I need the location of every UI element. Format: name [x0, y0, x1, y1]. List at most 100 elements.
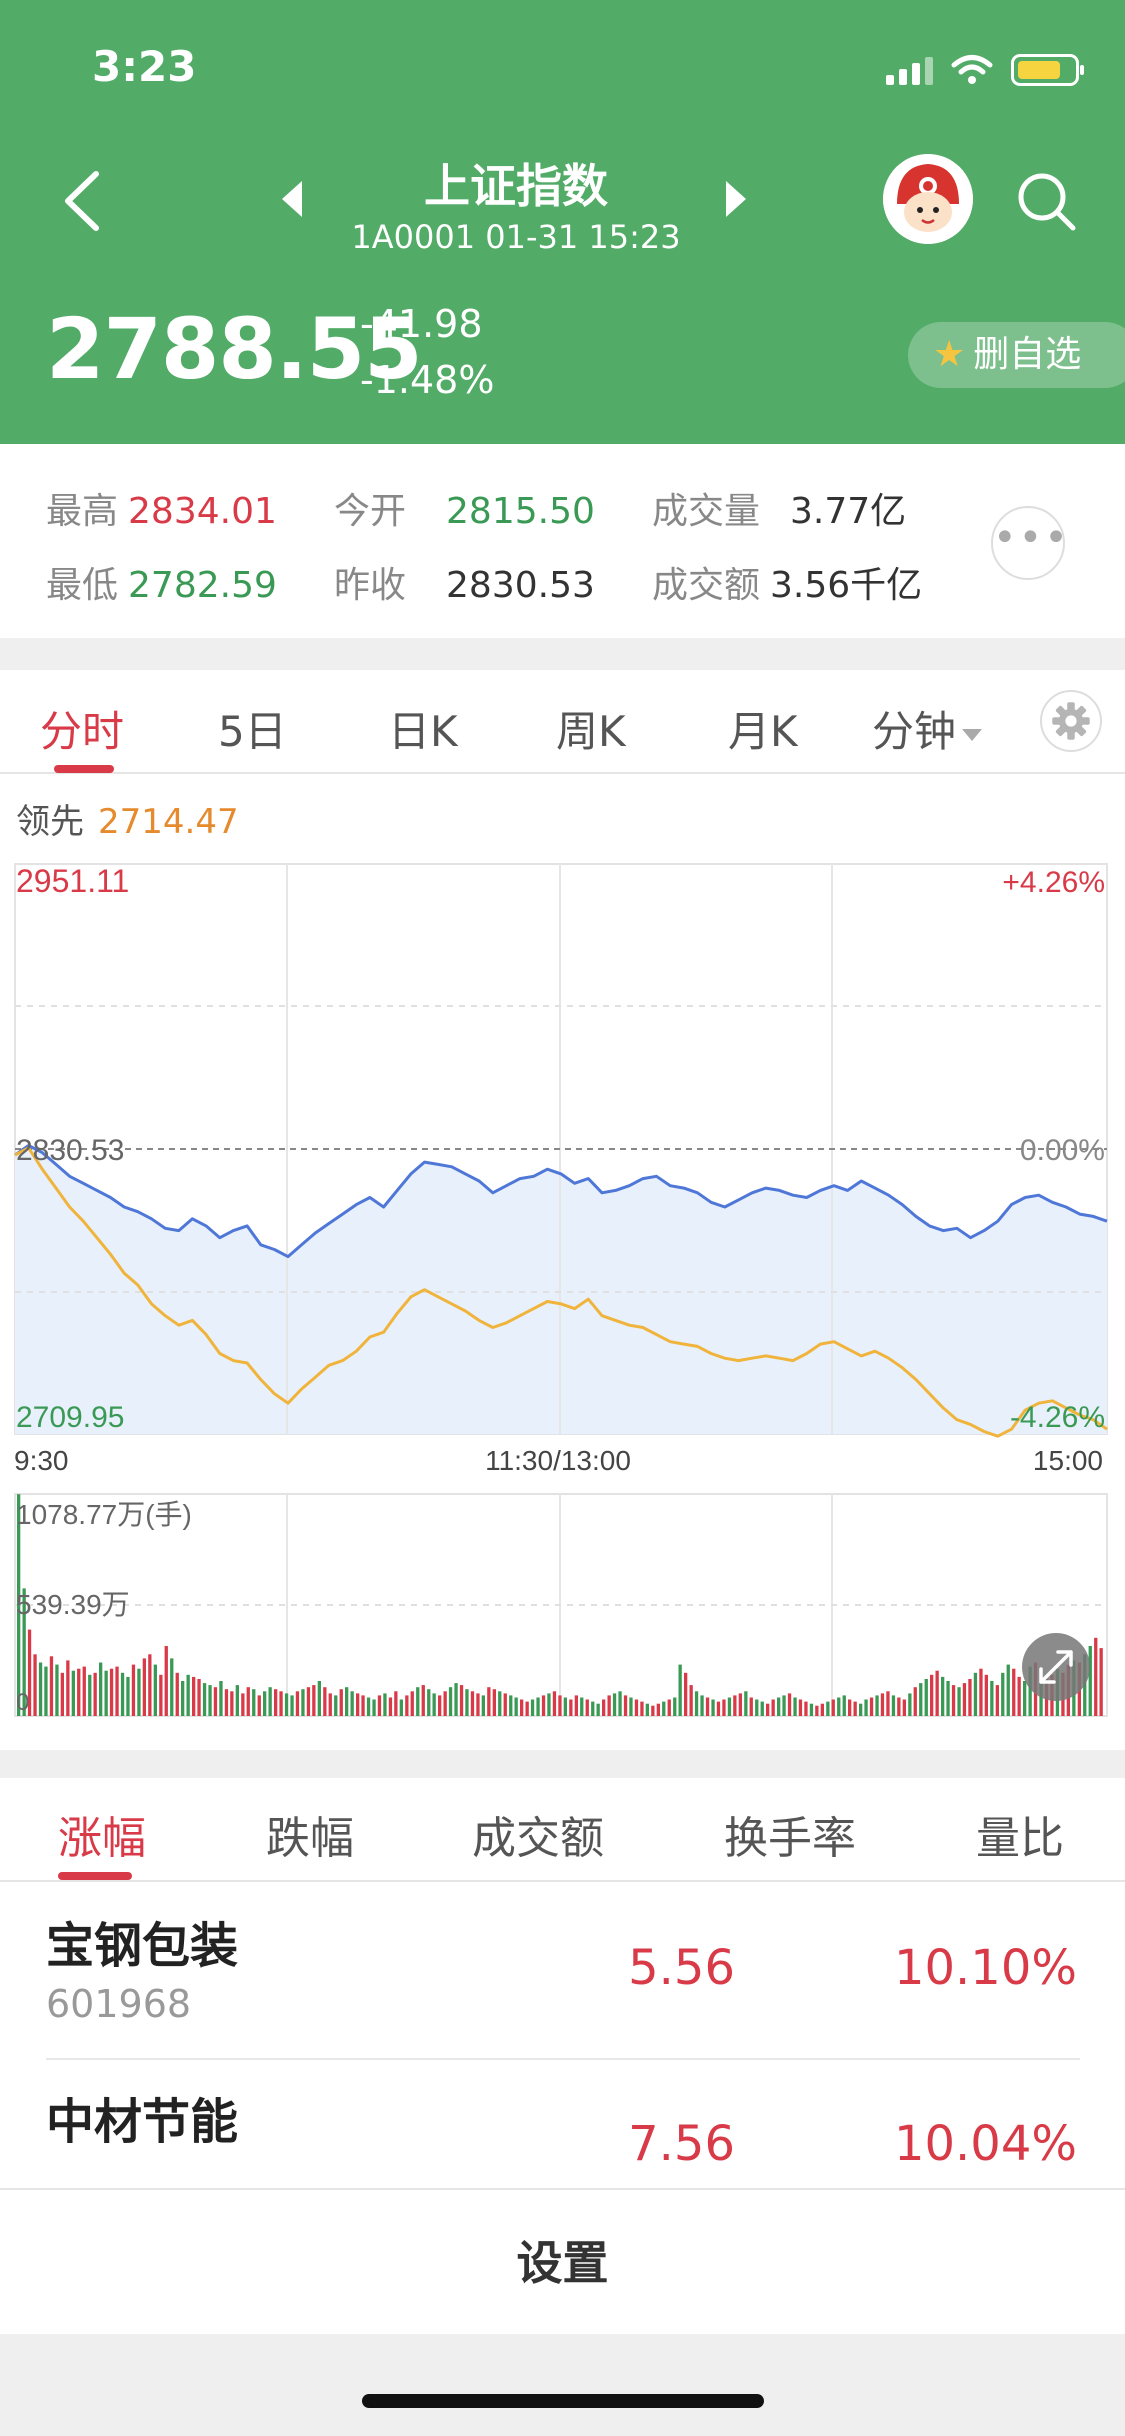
volume-bar [49, 1656, 54, 1716]
volume-bar [919, 1683, 923, 1716]
header-bar: 3:23 上证指数 1A0001 01-31 15:23 [0, 0, 1125, 444]
volume-bar [705, 1697, 710, 1716]
volume-bar [454, 1683, 458, 1716]
settings-button[interactable]: 设置 [0, 2188, 1125, 2334]
volume-bar [541, 1695, 546, 1716]
volume-max-label: 1078.77万(手) [16, 1499, 192, 1530]
change-percent: -1.48% [360, 358, 495, 402]
back-arrow-icon[interactable] [58, 166, 108, 236]
volume-bar [558, 1695, 562, 1716]
volume-bar [257, 1695, 261, 1716]
volume-bar [323, 1687, 327, 1716]
volume-bar [290, 1695, 294, 1716]
volume-bar [820, 1703, 824, 1716]
y-max-label: 2951.11 [16, 863, 129, 899]
lead-label: 领先 [16, 802, 84, 842]
price-hgrid [15, 1005, 1107, 1293]
volume-bar [536, 1697, 540, 1716]
tab-turnover-rate[interactable]: 换手率 [724, 1813, 856, 1864]
volume-bar [410, 1691, 414, 1716]
volume-bar [356, 1693, 360, 1716]
tab-volume-ratio[interactable]: 量比 [976, 1813, 1064, 1864]
volume-bar [782, 1695, 786, 1716]
volume-bar [957, 1687, 961, 1716]
volume-bar [744, 1691, 748, 1716]
volume-bar [771, 1699, 775, 1716]
volume-bar [60, 1672, 64, 1716]
pct-top-label: +4.26% [1002, 866, 1105, 899]
volume-bar [148, 1654, 152, 1716]
volume-bar [569, 1699, 573, 1716]
volume-bar [104, 1670, 108, 1716]
volume-bar [634, 1699, 639, 1716]
stat-amount-value: 3.56千亿 [770, 565, 923, 606]
settings-gear-icon[interactable] [1040, 690, 1102, 752]
volume-bar [142, 1658, 146, 1716]
tab-intraday[interactable]: 分时 [40, 707, 125, 756]
wifi-icon [951, 55, 993, 84]
volume-bar [268, 1687, 272, 1716]
tab-gainers[interactable]: 涨幅 [58, 1813, 146, 1864]
volume-bar [853, 1701, 857, 1716]
volume-bar [908, 1693, 912, 1716]
volume-bar [667, 1699, 671, 1716]
volume-bar [749, 1697, 753, 1716]
volume-bar [22, 1588, 26, 1716]
volume-bar [377, 1695, 382, 1716]
volume-bar [219, 1681, 223, 1716]
volume-bar [487, 1687, 491, 1716]
stat-prev-close: 昨收 2830.53 [334, 556, 595, 608]
status-icons [886, 50, 1084, 90]
volume-bar [530, 1699, 535, 1716]
volume-bar [684, 1672, 688, 1716]
expand-icon[interactable] [1022, 1633, 1090, 1701]
stat-volume: 成交量 3.77亿 [652, 482, 906, 534]
home-indicator[interactable] [362, 2394, 764, 2408]
more-dots-icon[interactable]: ••• [991, 506, 1068, 580]
volume-bar [694, 1691, 699, 1716]
volume-bar [405, 1695, 409, 1716]
tab-monthly-k[interactable]: 月K [728, 707, 798, 756]
index-price: 2788.55 [46, 300, 423, 398]
tab-weekly-k[interactable]: 周K [556, 707, 626, 756]
remove-favorite-button[interactable]: ★ 删自选 [908, 322, 1125, 388]
avatar[interactable] [883, 154, 973, 244]
volume-bar [520, 1699, 524, 1716]
tab-losers[interactable]: 跌幅 [266, 1813, 354, 1864]
volume-bar [645, 1703, 649, 1716]
volume-bar [716, 1701, 721, 1716]
stat-high: 最高 2834.01 [46, 482, 277, 534]
volume-bar [109, 1668, 114, 1716]
intraday-chart[interactable]: 2951.11 2830.53 2709.95 +4.26% 0.00% -4.… [0, 670, 1125, 1750]
next-index-arrow[interactable] [726, 181, 746, 217]
volume-bar [372, 1699, 376, 1716]
tab-daily-k[interactable]: 日K [388, 707, 458, 756]
volume-bar [427, 1689, 431, 1716]
y-mid-label: 2830.53 [16, 1134, 124, 1167]
volume-bar [361, 1695, 365, 1716]
volume-bar [700, 1695, 704, 1716]
volume-bar [848, 1699, 852, 1716]
stat-low: 最低 2782.59 [46, 556, 277, 608]
tab-minute[interactable]: 分钟 [872, 698, 983, 759]
chevron-down-icon [962, 728, 983, 741]
prev-index-arrow[interactable] [282, 181, 302, 217]
volume-bar [448, 1687, 453, 1716]
time-start-label: 9:30 [14, 1445, 69, 1476]
tab-5day[interactable]: 5日 [218, 707, 287, 756]
list-item[interactable]: 宝钢包装 601968 5.56 10.10% [0, 1882, 1125, 2062]
volume-bar [421, 1685, 425, 1716]
volume-bar [509, 1695, 513, 1716]
volume-bar [126, 1676, 130, 1716]
stat-amount-label: 成交额 [652, 565, 761, 606]
tab-turnover-amount[interactable]: 成交额 [472, 1813, 604, 1864]
active-tab-indicator [58, 1872, 132, 1880]
volume-bar [711, 1699, 715, 1716]
list-item[interactable]: 中材节能 7.56 10.04% [0, 2062, 1125, 2188]
pct-bot-label: -4.26% [1010, 1401, 1105, 1434]
volume-bar [498, 1691, 502, 1716]
volume-bar [66, 1660, 70, 1716]
search-icon[interactable] [1013, 168, 1079, 234]
index-price-line [14, 1144, 1108, 1259]
volume-bar [241, 1693, 245, 1716]
